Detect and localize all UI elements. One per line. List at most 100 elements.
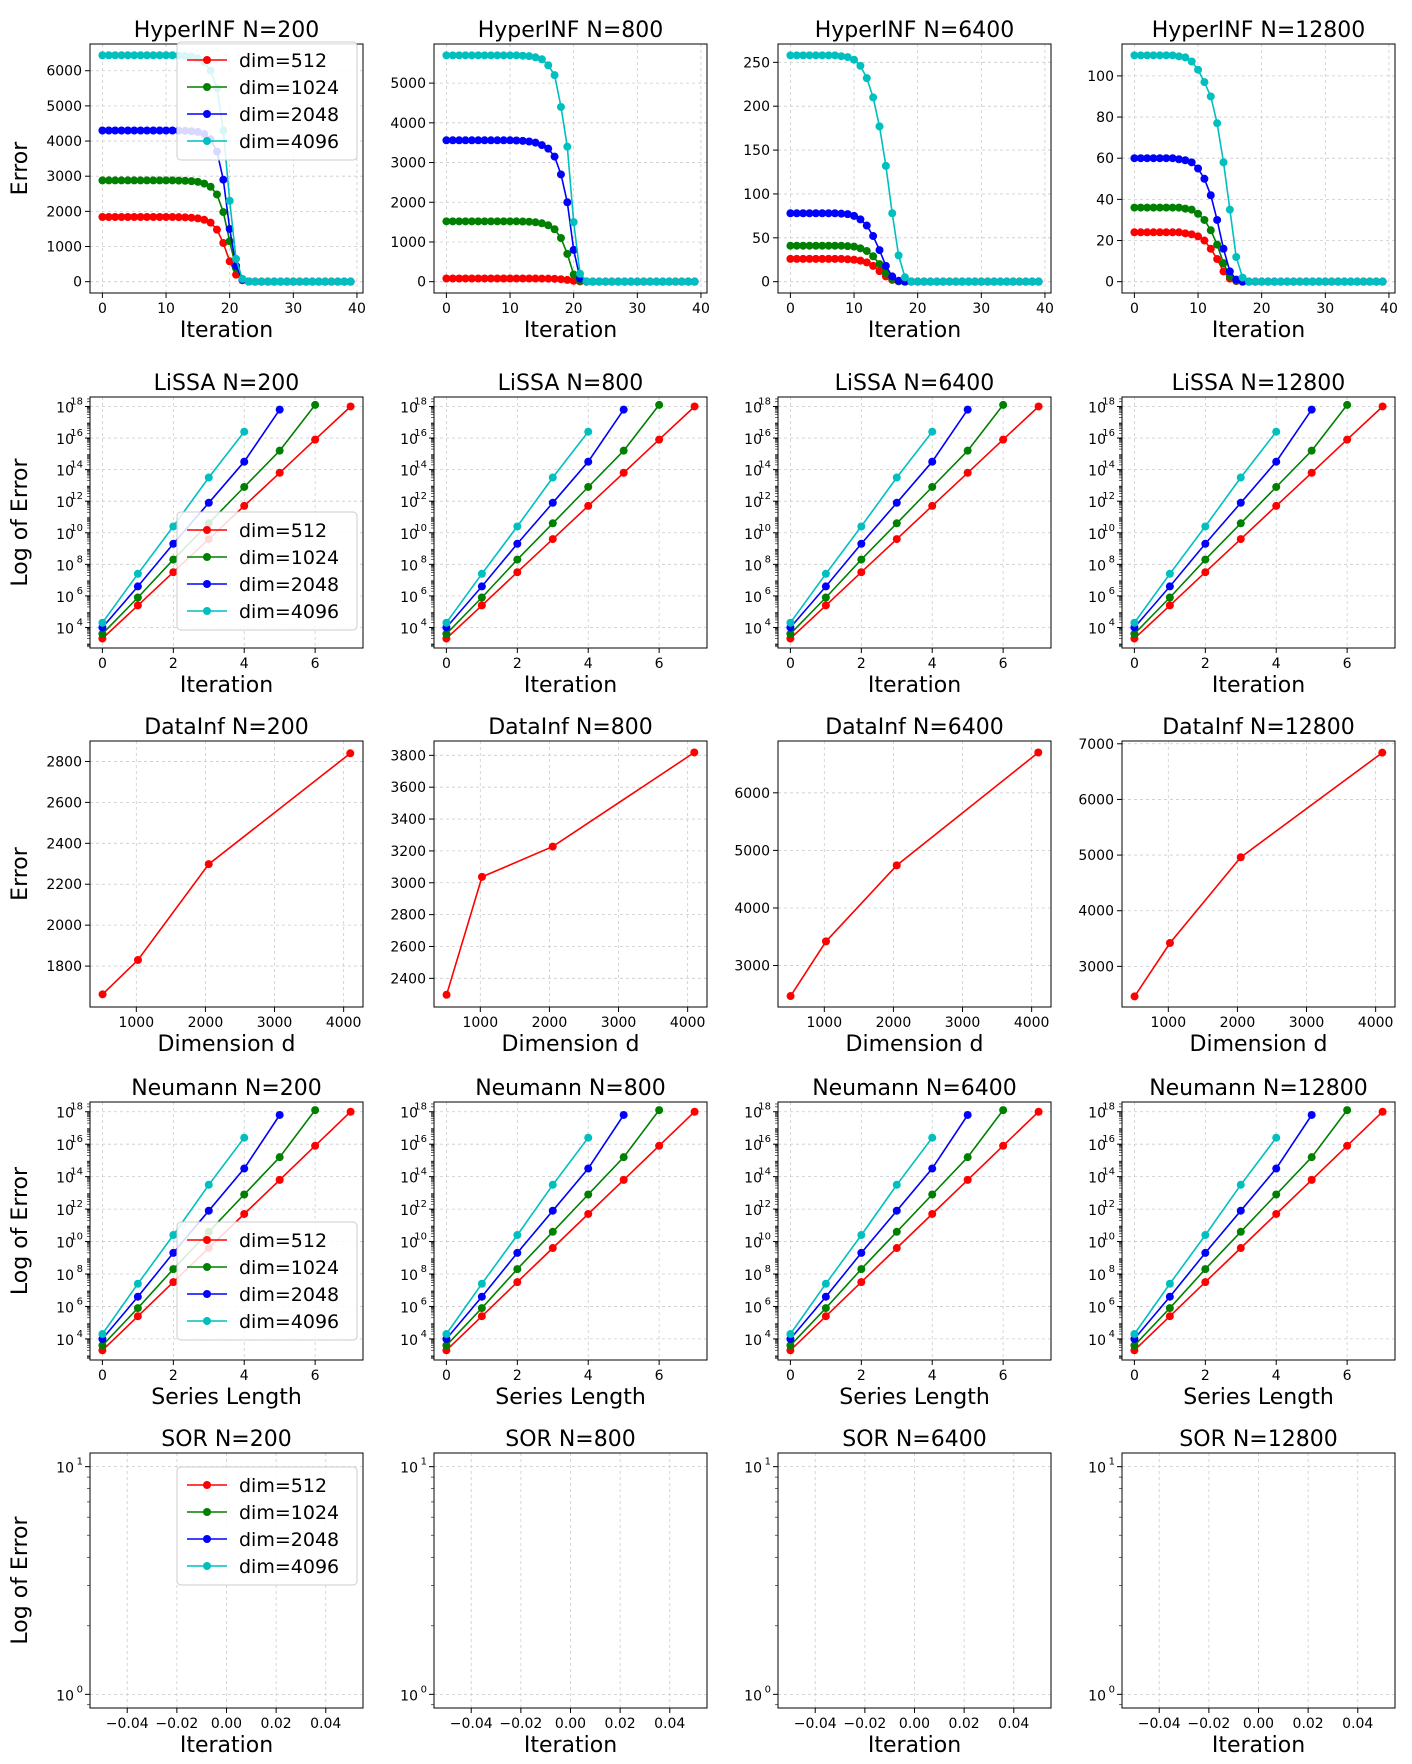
- legend-swatch-marker: [203, 1236, 211, 1244]
- y-tick-label: 3000: [734, 959, 770, 975]
- data-point: [1219, 267, 1228, 276]
- data-point: [805, 241, 814, 250]
- x-tick-label: 0.00: [555, 1716, 586, 1732]
- data-point: [149, 126, 158, 135]
- data-point: [892, 535, 901, 544]
- data-point: [850, 211, 859, 220]
- data-point: [875, 246, 884, 255]
- data-point: [843, 242, 852, 251]
- y-tick-exponent: 1: [77, 1457, 83, 1468]
- data-point: [792, 209, 801, 218]
- data-point: [193, 214, 202, 223]
- y-tick-exponent: 10: [758, 523, 771, 534]
- data-point: [149, 51, 158, 60]
- series-line: [789, 1109, 1004, 1346]
- data-point: [311, 1141, 320, 1150]
- y-tick-exponent: 10: [414, 1232, 427, 1243]
- data-point: [881, 261, 890, 270]
- y-tick-exponent: 4: [77, 617, 83, 628]
- axes-frame: [433, 43, 708, 294]
- y-tick-exponent: 4: [765, 617, 771, 628]
- data-point: [824, 209, 833, 218]
- data-point: [1130, 1330, 1139, 1339]
- data-point: [1143, 228, 1152, 237]
- data-point: [1251, 277, 1260, 286]
- y-tick-exponent: 8: [765, 554, 771, 565]
- data-point: [232, 254, 241, 263]
- data-point: [830, 254, 839, 263]
- data-point: [499, 274, 508, 283]
- data-point: [928, 457, 937, 466]
- series-line: [790, 244, 1039, 283]
- data-point: [1149, 228, 1158, 237]
- y-tick-label: 10: [56, 1106, 74, 1122]
- legend-label: dim=512: [239, 50, 327, 72]
- y-tick-exponent: 16: [1102, 1134, 1115, 1145]
- data-point: [869, 252, 878, 261]
- data-point: [513, 522, 522, 531]
- y-tick-exponent: 16: [1102, 428, 1115, 439]
- y-tick-exponent: 12: [758, 491, 771, 502]
- axes-frame: [89, 1101, 364, 1361]
- data-point: [951, 277, 960, 286]
- legend-swatch-marker: [203, 1317, 211, 1325]
- data-point: [963, 1175, 972, 1184]
- y-tick-label: 10: [1088, 558, 1106, 574]
- x-axis-label: Iteration: [868, 318, 961, 343]
- y-tick-label: 10: [1088, 1171, 1106, 1187]
- axes-frame: [433, 1101, 708, 1361]
- data-point: [442, 618, 451, 627]
- y-tick-label: 10: [56, 1333, 74, 1349]
- y-tick-label: 4000: [1078, 904, 1114, 920]
- data-point: [1155, 228, 1164, 237]
- legend-label: dim=512: [239, 1230, 327, 1252]
- x-tick-label: 4: [240, 656, 249, 672]
- data-point: [169, 555, 178, 564]
- y-tick-label: 10: [56, 558, 74, 574]
- series-line: [1133, 752, 1383, 997]
- data-point: [1219, 158, 1228, 167]
- series-line: [789, 1114, 969, 1340]
- data-point: [1201, 1231, 1210, 1240]
- panel-datainf-200: 1000 2000 3000 4000 1800 2000 2200 2400 2600 2800…: [8, 715, 364, 1057]
- data-point: [939, 277, 948, 286]
- data-point: [1143, 51, 1152, 60]
- legend-swatch-marker: [203, 56, 211, 64]
- y-tick-label: 5000: [1078, 848, 1114, 864]
- y-tick-label: 10: [56, 1268, 74, 1284]
- y-axis-label: Log of Error: [8, 457, 33, 586]
- data-point: [308, 277, 317, 286]
- x-tick-label: 0.00: [899, 1716, 930, 1732]
- legend-swatch-marker: [203, 553, 211, 561]
- panel-title: DataInf N=6400: [825, 715, 1004, 740]
- data-point: [626, 277, 635, 286]
- data-point: [665, 277, 674, 286]
- data-point: [1206, 226, 1215, 235]
- y-tick-label: 3000: [390, 156, 426, 172]
- legend-swatch-marker: [203, 1508, 211, 1516]
- y-tick-exponent: 1: [765, 1457, 771, 1468]
- y-tick-exponent: 16: [758, 428, 771, 439]
- data-point: [1372, 277, 1381, 286]
- data-point: [117, 176, 126, 185]
- data-point: [913, 277, 922, 286]
- x-axis-label: Iteration: [524, 318, 617, 343]
- y-tick-exponent: 1: [1109, 1457, 1115, 1468]
- series-line: [1133, 405, 1384, 640]
- data-point: [584, 1164, 593, 1173]
- data-point: [1009, 277, 1018, 286]
- panel-title: LiSSA N=200: [154, 371, 300, 396]
- data-point: [204, 1206, 213, 1215]
- data-point: [442, 629, 451, 638]
- x-tick-label: 10: [845, 301, 863, 317]
- data-point: [792, 254, 801, 263]
- data-point: [142, 176, 151, 185]
- y-tick-label: 10: [744, 1688, 762, 1704]
- data-point: [999, 435, 1008, 444]
- data-point: [990, 277, 999, 286]
- data-point: [133, 601, 142, 610]
- y-tick-label: 2000: [46, 204, 82, 220]
- data-point: [875, 260, 884, 269]
